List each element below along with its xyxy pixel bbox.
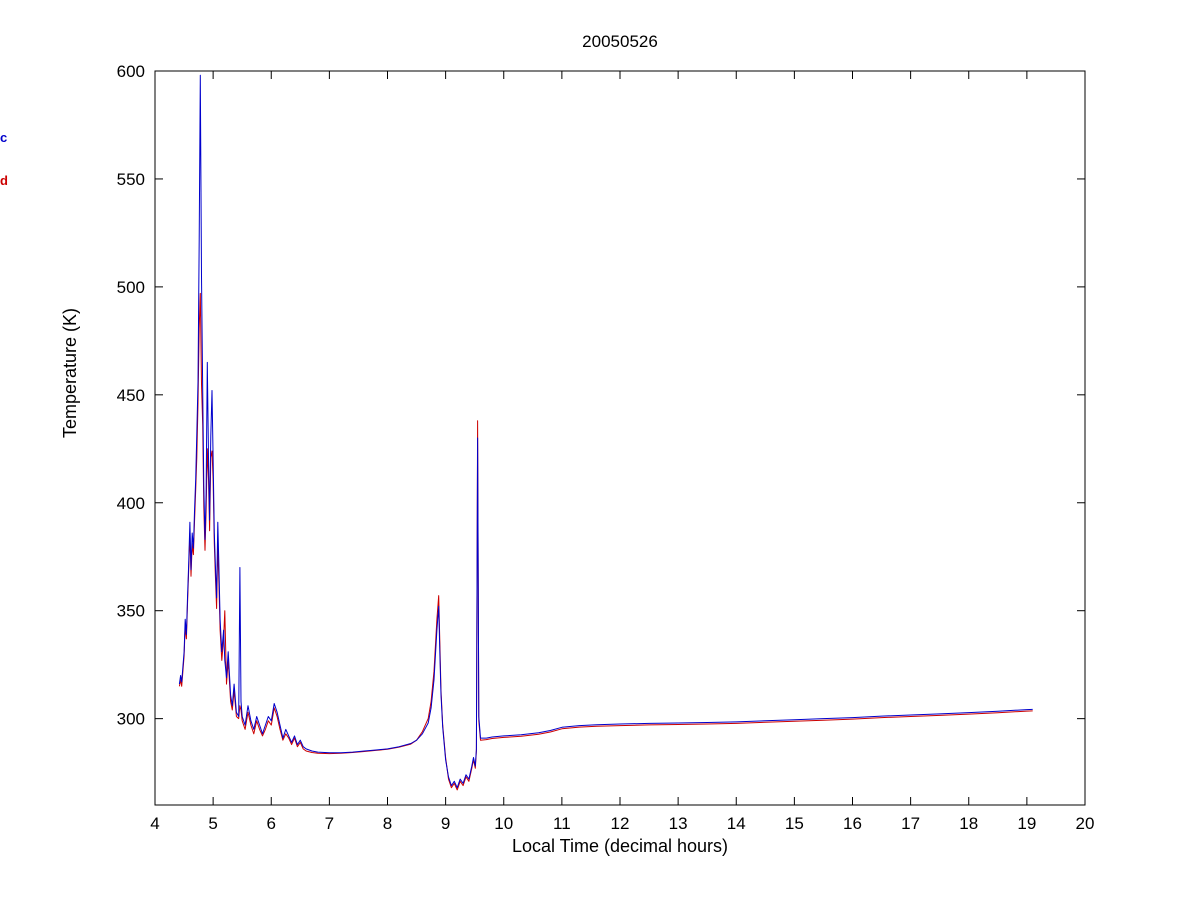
x-tick-label: 19 xyxy=(1017,814,1036,833)
x-tick-label: 20 xyxy=(1076,814,1095,833)
x-tick-label: 8 xyxy=(383,814,392,833)
x-axis-label: Local Time (decimal hours) xyxy=(511,836,729,856)
x-tick-label: 5 xyxy=(208,814,217,833)
legend-fragment-red: d xyxy=(0,173,8,188)
x-tick-label: 17 xyxy=(901,814,920,833)
x-tick-label: 18 xyxy=(959,814,978,833)
y-tick-label: 500 xyxy=(117,278,145,297)
x-tick-label: 13 xyxy=(669,814,688,833)
x-tick-label: 14 xyxy=(727,814,746,833)
chart-title: 20050526 xyxy=(582,32,658,51)
x-tick-label: 12 xyxy=(611,814,630,833)
x-tick-label: 9 xyxy=(441,814,450,833)
x-tick-label: 7 xyxy=(325,814,334,833)
x-tick-label: 6 xyxy=(267,814,276,833)
series-line-blue-temperature-trace xyxy=(178,74,1033,789)
y-tick-label: 300 xyxy=(117,710,145,729)
x-tick-label: 10 xyxy=(494,814,513,833)
x-tick-label: 11 xyxy=(553,814,571,833)
x-tick-label: 16 xyxy=(843,814,862,833)
x-tick-label: 15 xyxy=(785,814,804,833)
y-tick-label: 450 xyxy=(117,386,145,405)
y-tick-label: 600 xyxy=(117,62,145,81)
y-tick-label: 350 xyxy=(117,602,145,621)
y-tick-label: 400 xyxy=(117,494,145,513)
series-line-red-temperature-trace xyxy=(178,292,1033,791)
x-tick-label: 4 xyxy=(150,814,159,833)
legend-fragment-blue: c xyxy=(0,130,8,145)
axes-box xyxy=(154,70,1086,806)
y-tick-label: 550 xyxy=(117,170,145,189)
